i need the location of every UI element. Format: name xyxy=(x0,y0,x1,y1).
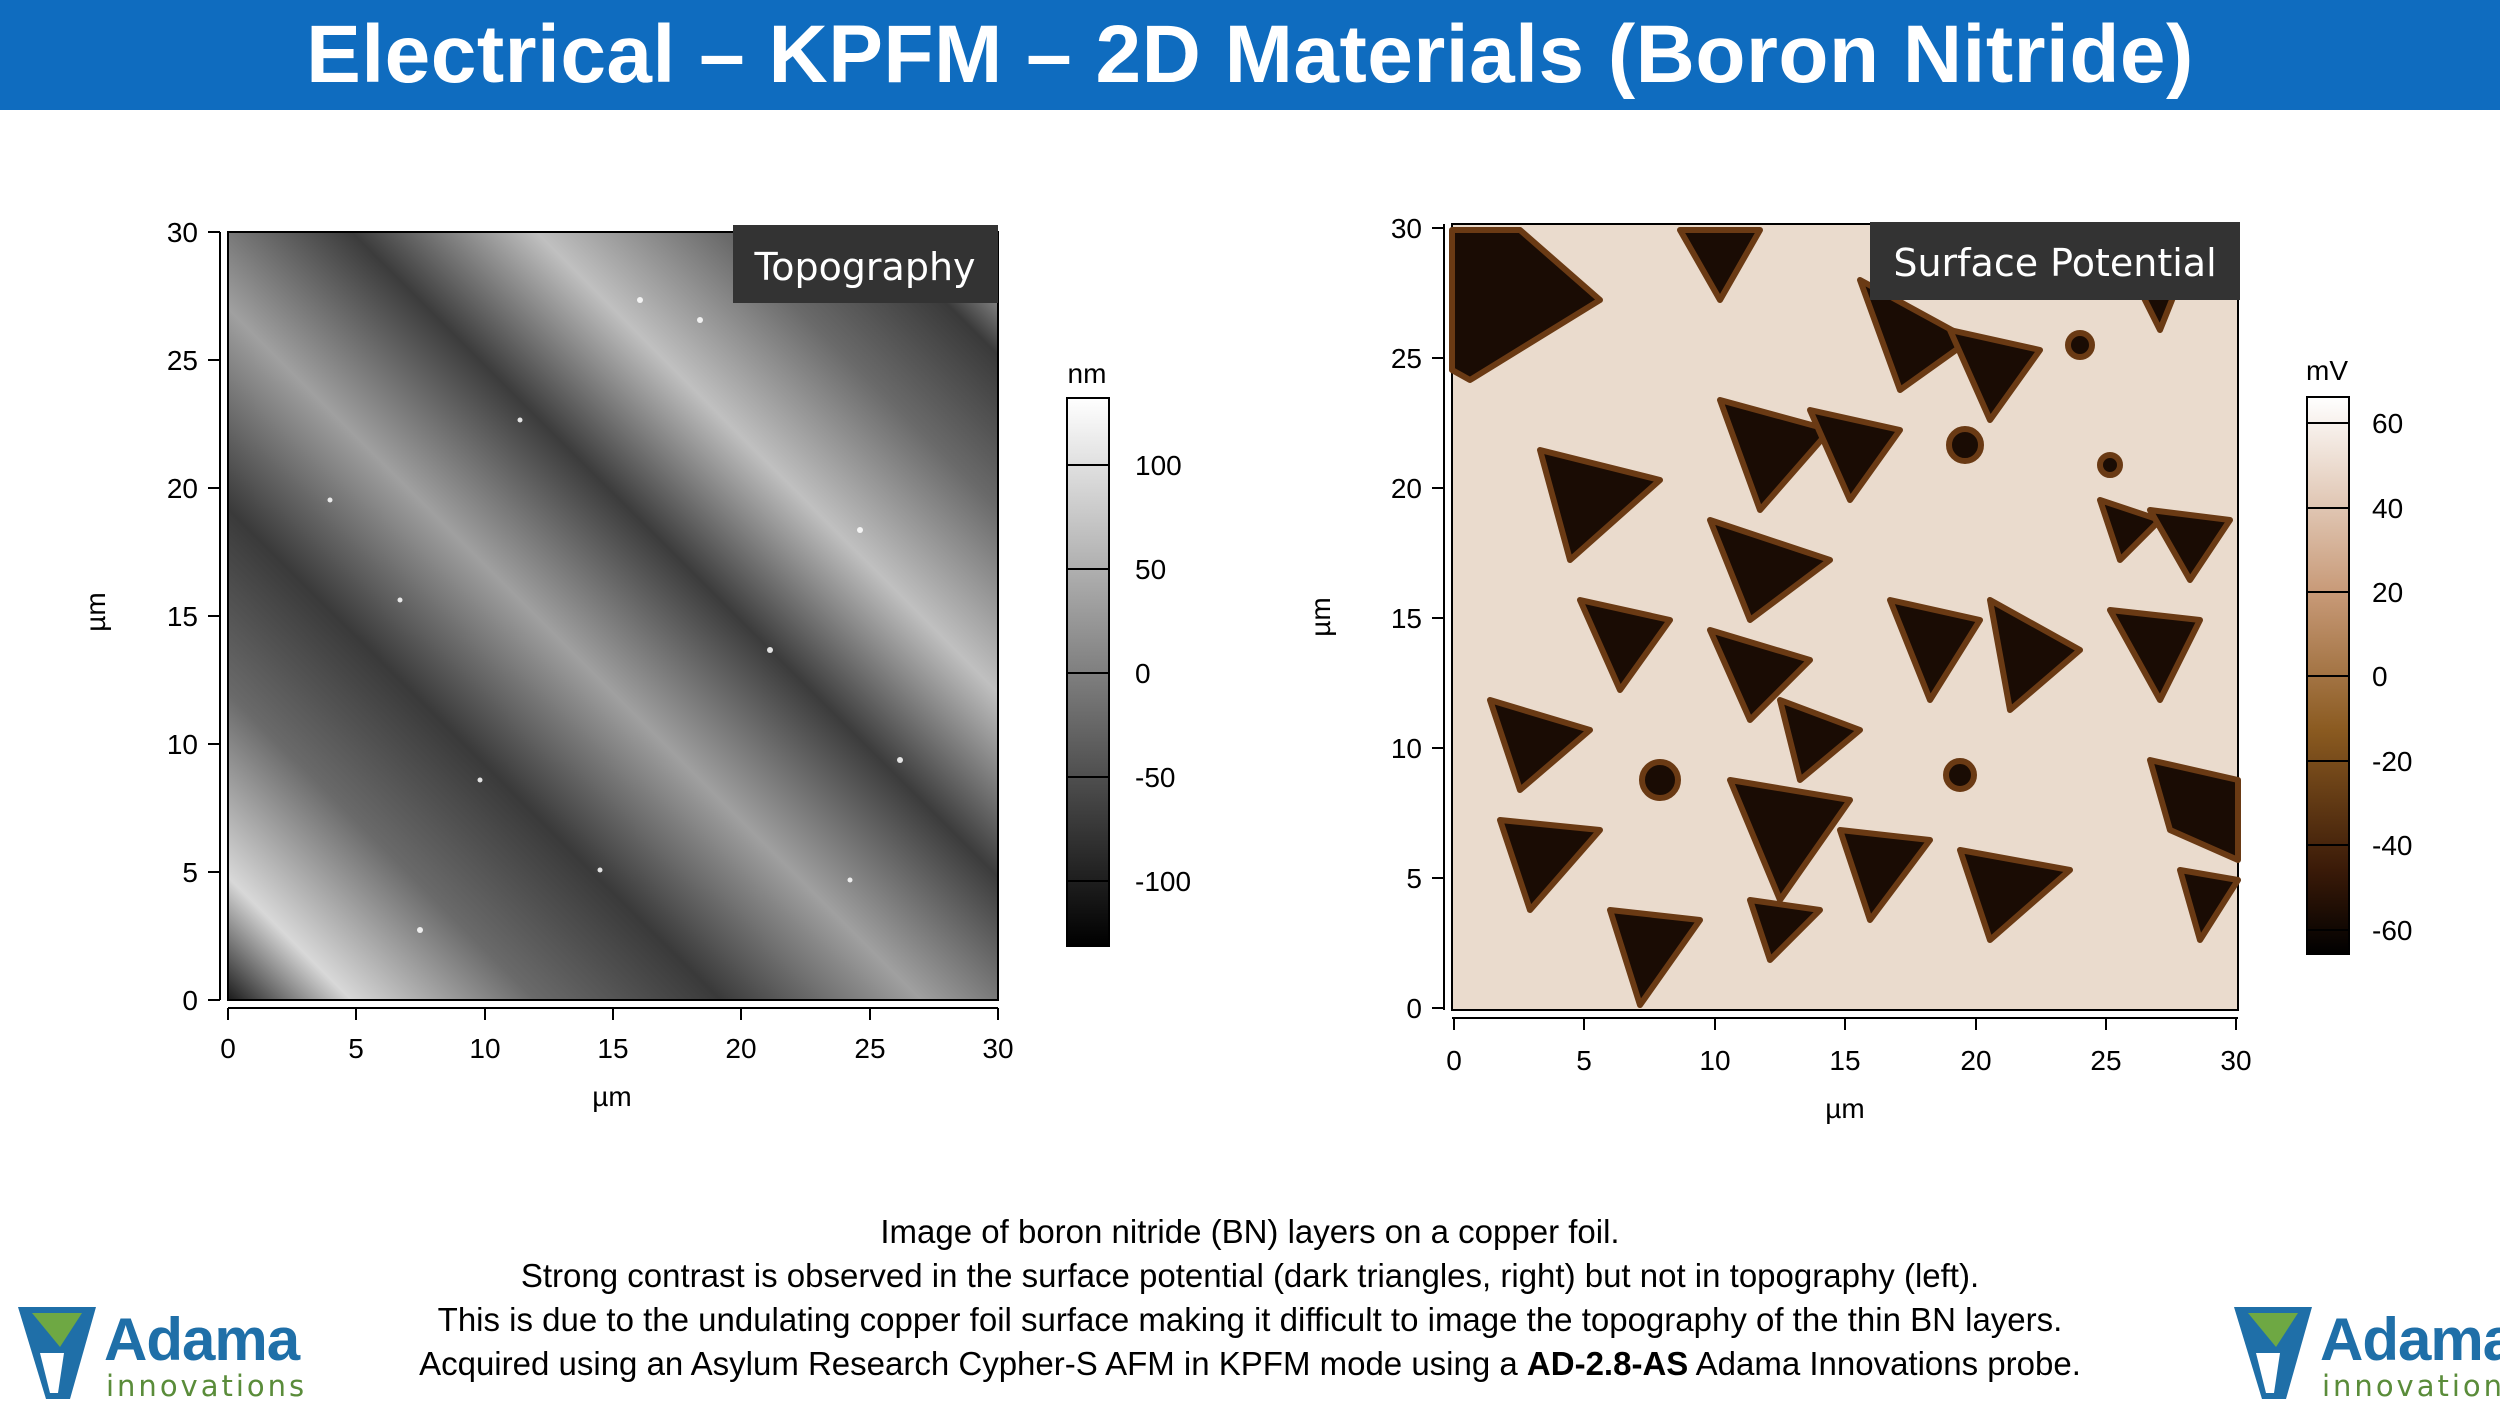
colorbar-tick: 60 xyxy=(2372,408,2403,439)
x-tick: 5 xyxy=(348,1033,364,1064)
surface-potential-label: Surface Potential xyxy=(1893,241,2216,285)
y-tick: 25 xyxy=(1391,343,1422,374)
colorbar-tick: -60 xyxy=(2372,915,2412,946)
surface-potential-label-box xyxy=(1870,222,2240,300)
surface-potential-y-ticks: 30 25 20 15 10 5 0 xyxy=(1391,213,1422,1024)
y-tick: 30 xyxy=(1391,213,1422,244)
caption-line: This is due to the undulating copper foi… xyxy=(437,1301,2063,1338)
surface-potential-y-axis xyxy=(1432,224,1445,1010)
x-tick: 25 xyxy=(854,1033,885,1064)
adama-logo-icon xyxy=(18,1307,96,1399)
topography-speckles xyxy=(327,297,903,933)
x-tick: 10 xyxy=(1699,1045,1730,1076)
y-tick: 20 xyxy=(1391,473,1422,504)
topography-y-ticks: 30 25 20 15 10 5 0 xyxy=(167,217,198,1016)
y-tick: 30 xyxy=(167,217,198,248)
colorbar-tick: 20 xyxy=(2372,577,2403,608)
probe-name: AD-2.8-AS xyxy=(1526,1345,1689,1382)
topography-x-axis xyxy=(227,1007,999,1020)
colorbar-tick: 50 xyxy=(1135,554,1166,585)
x-tick: 30 xyxy=(982,1033,1013,1064)
y-tick: 0 xyxy=(182,985,198,1016)
logo-sub: innovations xyxy=(106,1369,308,1403)
surface-potential-figure: Surface Potential 30 25 20 15 10 5 0 µm … xyxy=(1305,213,2412,1124)
caption-text: Acquired using an Asylum Research Cypher… xyxy=(419,1345,1527,1382)
caption-line: Acquired using an Asylum Research Cypher… xyxy=(0,1342,2500,1386)
y-tick: 20 xyxy=(167,473,198,504)
y-tick: 15 xyxy=(1391,603,1422,634)
adama-logo-icon xyxy=(2234,1307,2312,1399)
topography-label-box xyxy=(733,225,998,303)
x-tick: 0 xyxy=(1446,1045,1462,1076)
caption-line: Image of boron nitride (BN) layers on a … xyxy=(880,1213,1620,1250)
adama-logo-right: Adama innovations xyxy=(2228,1305,2500,1403)
x-tick: 10 xyxy=(469,1033,500,1064)
topography-figure: Topography 30 25 20 15 10 5 0 µm 0 5 10 … xyxy=(80,217,1191,1112)
page-title: Electrical – KPFM – 2D Materials (Boron … xyxy=(306,9,2194,100)
x-tick: 0 xyxy=(220,1033,236,1064)
topography-x-ticks: 0 5 10 15 20 25 30 xyxy=(220,1033,1013,1064)
y-tick: 0 xyxy=(1406,993,1422,1024)
topography-image xyxy=(227,231,999,1001)
colorbar-tick: -100 xyxy=(1135,866,1191,897)
title-banner: Electrical – KPFM – 2D Materials (Boron … xyxy=(0,0,2500,110)
surface-potential-colorbar-ticks: 60 40 20 0 -20 -40 -60 xyxy=(2372,408,2412,946)
surface-potential-image xyxy=(1451,223,2239,1011)
colorbar-tick: 100 xyxy=(1135,450,1182,481)
topography-y-axis xyxy=(208,231,221,1001)
surface-potential-colorbar-unit: mV xyxy=(2306,355,2348,386)
x-tick: 25 xyxy=(2090,1045,2121,1076)
colorbar-tick: -40 xyxy=(2372,830,2412,861)
surface-potential-x-axis-label: µm xyxy=(1825,1093,1864,1124)
colorbar-tick: 40 xyxy=(2372,493,2403,524)
y-tick: 25 xyxy=(167,345,198,376)
logo-brand: Adama xyxy=(104,1306,300,1373)
x-tick: 20 xyxy=(725,1033,756,1064)
colorbar-tick: -20 xyxy=(2372,746,2412,777)
x-tick: 15 xyxy=(597,1033,628,1064)
y-tick: 10 xyxy=(1391,733,1422,764)
adama-logo-left: Adama innovations xyxy=(12,1305,304,1403)
y-tick: 5 xyxy=(182,857,198,888)
surface-potential-x-ticks: 0 5 10 15 20 25 30 xyxy=(1446,1045,2251,1076)
x-tick: 5 xyxy=(1576,1045,1592,1076)
caption-line: Strong contrast is observed in the surfa… xyxy=(520,1257,1980,1294)
topography-label: Topography xyxy=(753,245,975,289)
topography-colorbar-ticks: 100 50 0 -50 -100 xyxy=(1135,450,1191,897)
caption-text: Adama Innovations probe. xyxy=(1688,1345,2081,1382)
topography-colorbar-ticks-lines xyxy=(1067,464,1109,882)
x-tick: 20 xyxy=(1960,1045,1991,1076)
y-tick: 5 xyxy=(1406,863,1422,894)
surface-potential-y-axis-label: µm xyxy=(1305,597,1336,636)
colorbar-tick: 0 xyxy=(1135,658,1151,689)
logo-brand: Adama xyxy=(2320,1306,2500,1373)
y-tick: 10 xyxy=(167,729,198,760)
logo-sub: innovations xyxy=(2322,1369,2500,1403)
bn-triangles xyxy=(1449,227,2241,1008)
topography-x-axis-label: µm xyxy=(592,1081,631,1112)
surface-potential-x-axis xyxy=(1452,1017,2238,1030)
colorbar-tick: 0 xyxy=(2372,661,2388,692)
figure-caption: Image of boron nitride (BN) layers on a … xyxy=(0,1210,2500,1386)
y-tick: 15 xyxy=(167,601,198,632)
surface-potential-colorbar-ticks-lines xyxy=(2307,422,2349,931)
x-tick: 30 xyxy=(2220,1045,2251,1076)
x-tick: 15 xyxy=(1829,1045,1860,1076)
colorbar-tick: -50 xyxy=(1135,762,1175,793)
topography-y-axis-label: µm xyxy=(80,592,111,631)
topography-colorbar-unit: nm xyxy=(1068,358,1107,389)
